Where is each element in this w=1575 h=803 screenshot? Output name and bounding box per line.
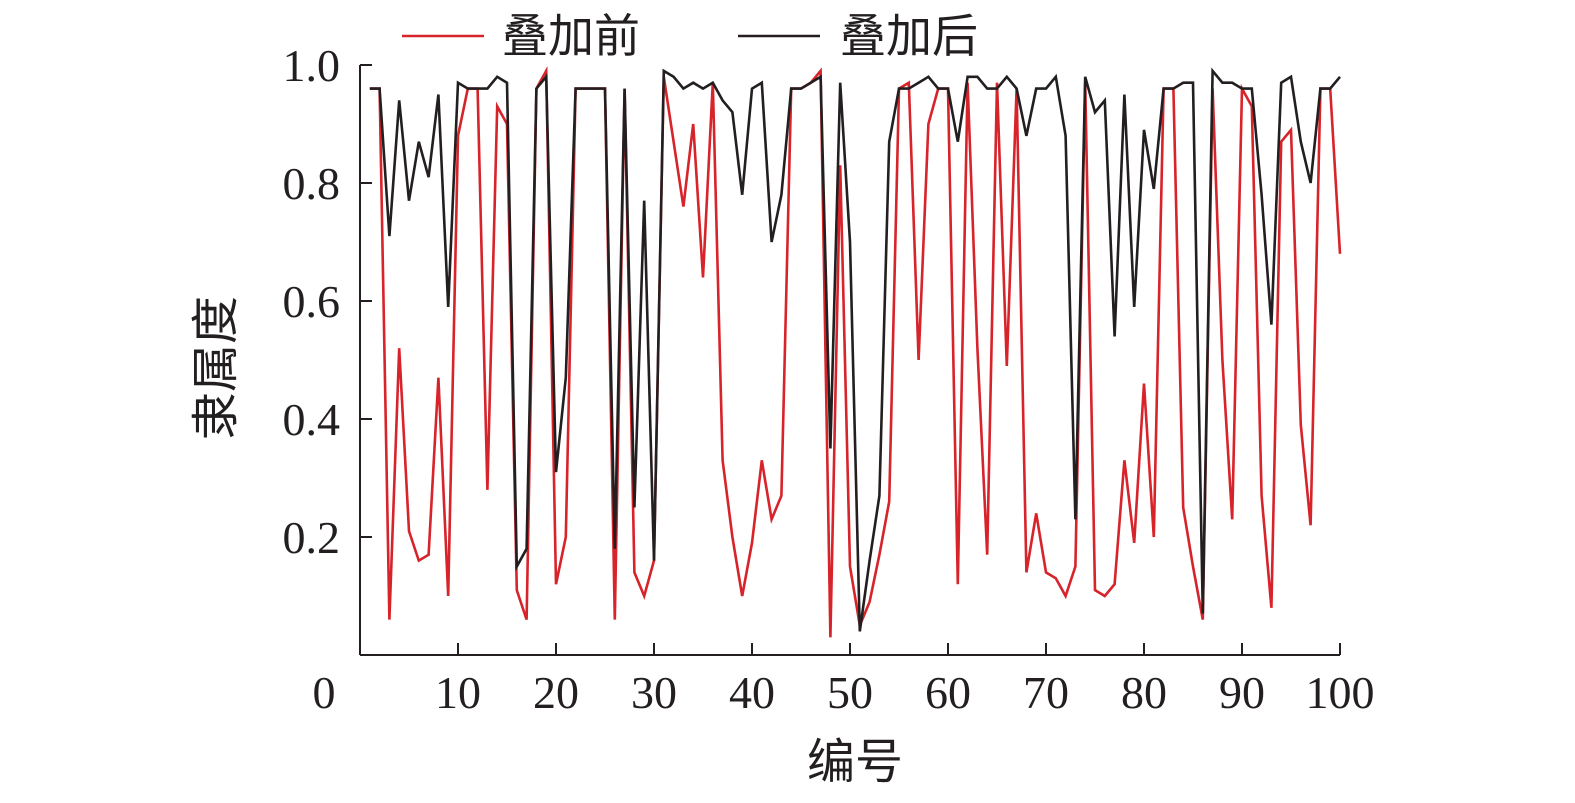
y-tick-label: 0.8 — [283, 158, 341, 209]
x-tick-label: 20 — [533, 667, 579, 718]
y-tick-label: 0.2 — [283, 512, 341, 563]
legend-label-before: 叠加前 — [502, 9, 640, 63]
x-tick-label: 40 — [729, 667, 775, 718]
x-tick-label: 100 — [1306, 667, 1375, 718]
x-tick-label: 70 — [1023, 667, 1069, 718]
x-tick-label: 0 — [313, 667, 336, 718]
series-line-after — [369, 67, 1342, 632]
y-tick-label: 0.6 — [283, 276, 341, 327]
y-tick-label: 1.0 — [283, 40, 341, 91]
y-tick-label: 0.4 — [283, 394, 341, 445]
x-tick-label: 60 — [925, 667, 971, 718]
legend: 叠加前 叠加后 — [402, 9, 978, 63]
x-tick-label: 90 — [1219, 667, 1265, 718]
x-tick-label: 80 — [1121, 667, 1167, 718]
x-tick-label: 30 — [631, 667, 677, 718]
y-axis-title: 隶属度 — [188, 296, 244, 440]
x-axis-title: 编号 — [807, 734, 903, 790]
ticks: 0 10 20 30 40 50 60 70 80 90 100 0.2 0.4 0.6 0.8 1.0 — [283, 40, 1375, 718]
x-tick-label: 50 — [827, 667, 873, 718]
series-layer — [369, 66, 1342, 638]
legend-label-after: 叠加后 — [840, 9, 978, 63]
x-tick-label: 10 — [435, 667, 481, 718]
